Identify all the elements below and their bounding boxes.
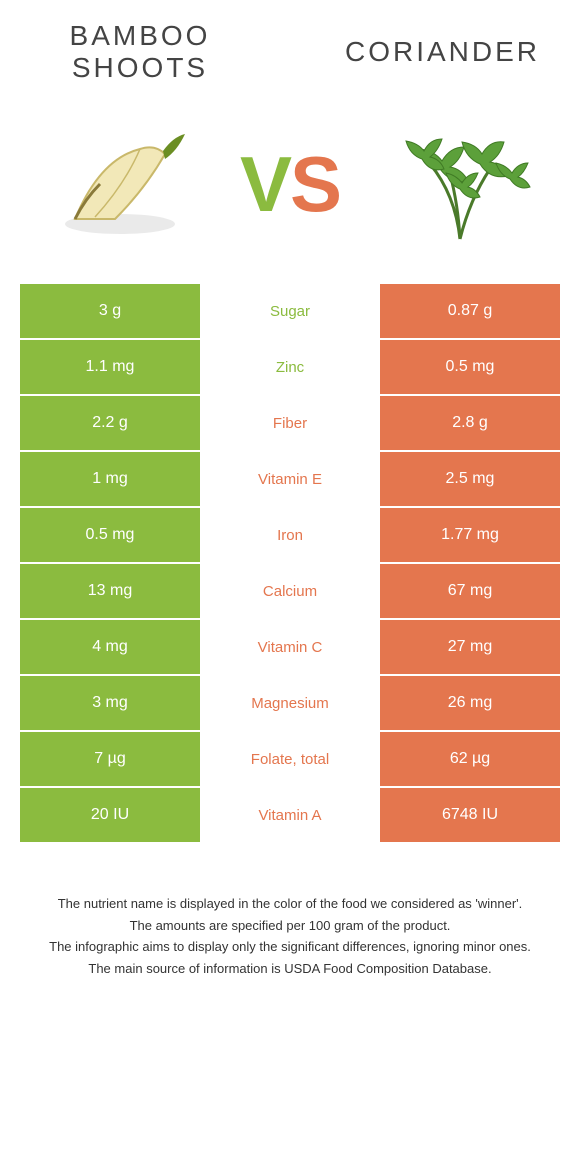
right-value: 2.8 g [380,396,560,452]
left-value: 0.5 mg [20,508,200,564]
right-value: 0.87 g [380,284,560,340]
nutrient-label: Calcium [200,564,380,620]
right-value: 26 mg [380,676,560,732]
left-value: 7 µg [20,732,200,788]
header: BAMBOO SHOOTS CORIANDER [0,0,580,94]
nutrient-row: 4 mgVitamin C27 mg [20,620,560,676]
nutrient-row: 1 mgVitamin E2.5 mg [20,452,560,508]
nutrient-label: Magnesium [200,676,380,732]
footnote-line: The nutrient name is displayed in the co… [20,894,560,914]
nutrient-row: 1.1 mgZinc0.5 mg [20,340,560,396]
footnote-line: The infographic aims to display only the… [20,937,560,957]
left-value: 20 IU [20,788,200,844]
footnote-line: The main source of information is USDA F… [20,959,560,979]
right-value: 2.5 mg [380,452,560,508]
nutrient-row: 13 mgCalcium67 mg [20,564,560,620]
footnotes: The nutrient name is displayed in the co… [20,894,560,978]
left-value: 1.1 mg [20,340,200,396]
left-value: 4 mg [20,620,200,676]
vs-row: VS [0,94,580,284]
left-value: 13 mg [20,564,200,620]
nutrient-row: 2.2 gFiber2.8 g [20,396,560,452]
vs-v: V [240,140,290,228]
nutrient-label: Zinc [200,340,380,396]
coriander-image [380,124,540,244]
left-value: 2.2 g [20,396,200,452]
left-food-title: BAMBOO SHOOTS [40,20,240,84]
nutrient-label: Vitamin E [200,452,380,508]
nutrient-label: Folate, total [200,732,380,788]
nutrient-label: Vitamin C [200,620,380,676]
nutrient-label: Fiber [200,396,380,452]
left-value: 1 mg [20,452,200,508]
nutrient-label: Sugar [200,284,380,340]
right-value: 0.5 mg [380,340,560,396]
nutrient-table: 3 gSugar0.87 g1.1 mgZinc0.5 mg2.2 gFiber… [20,284,560,844]
right-value: 6748 IU [380,788,560,844]
bamboo-shoots-image [40,124,200,244]
right-value: 1.77 mg [380,508,560,564]
nutrient-row: 20 IUVitamin A6748 IU [20,788,560,844]
right-value: 67 mg [380,564,560,620]
nutrient-row: 0.5 mgIron1.77 mg [20,508,560,564]
vs-s: S [290,140,340,228]
nutrient-row: 3 mgMagnesium26 mg [20,676,560,732]
right-value: 62 µg [380,732,560,788]
nutrient-label: Vitamin A [200,788,380,844]
nutrient-row: 3 gSugar0.87 g [20,284,560,340]
left-value: 3 g [20,284,200,340]
coriander-icon [380,124,540,244]
right-food-title: CORIANDER [345,36,540,68]
right-value: 27 mg [380,620,560,676]
left-value: 3 mg [20,676,200,732]
vs-label: VS [240,139,340,230]
bamboo-icon [45,129,195,239]
footnote-line: The amounts are specified per 100 gram o… [20,916,560,936]
nutrient-label: Iron [200,508,380,564]
nutrient-row: 7 µgFolate, total62 µg [20,732,560,788]
